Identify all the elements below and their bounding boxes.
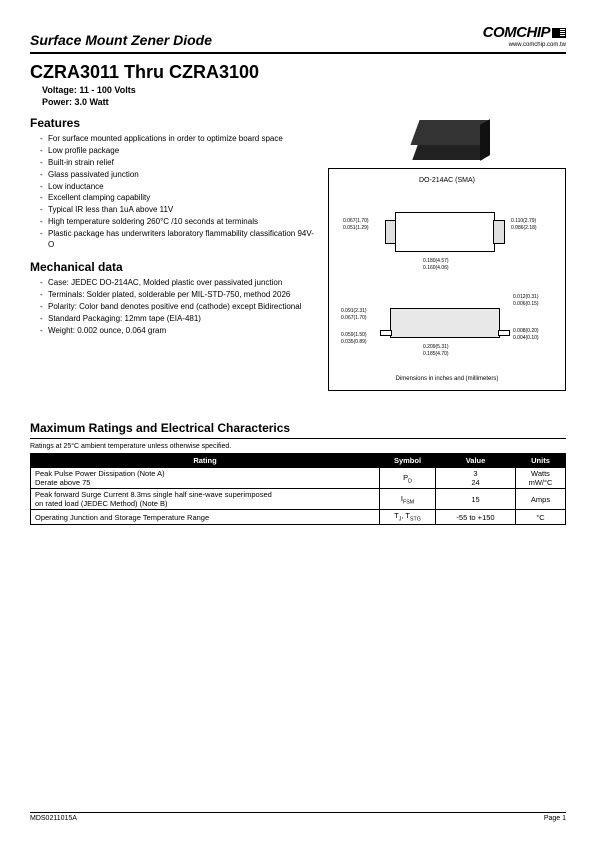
dim-label: 0.051(1.29) <box>343 225 369 231</box>
dim-label: 0.006(0.15) <box>513 301 539 307</box>
cell-value: 3 24 <box>436 468 516 489</box>
diagram-title: DO-214AC (SMA) <box>335 177 559 184</box>
doc-type-title: Surface Mount Zener Diode <box>30 32 212 48</box>
brand-url: www.comchip.com.tw <box>483 42 566 48</box>
table-row: Operating Junction and Storage Temperatu… <box>31 510 566 525</box>
mech-item: Polarity: Color band denotes positive en… <box>40 302 318 313</box>
cell-value: -55 to +150 <box>436 510 516 525</box>
feature-item: High temperature soldering 260°C /10 sec… <box>40 217 318 228</box>
table-row: Peak forward Surge Current 8.3ms single … <box>31 489 566 510</box>
dim-label: 0.059(1.50) <box>341 332 367 338</box>
ratings-section: Maximum Ratings and Electrical Character… <box>30 421 566 525</box>
diagram-footer: Dimensions in inches and (millimeters) <box>335 376 559 382</box>
features-list: For surface mounted applications in orde… <box>30 134 318 250</box>
features-heading: Features <box>30 116 318 130</box>
cell-symbol: IFSM <box>380 489 436 510</box>
feature-item: For surface mounted applications in orde… <box>40 134 318 145</box>
dim-label: 0.008(0.20) <box>513 328 539 334</box>
brand-name: COMCHIP <box>483 24 550 41</box>
cell-symbol: TJ, TSTG <box>380 510 436 525</box>
cell-rating: Peak forward Surge Current 8.3ms single … <box>31 489 380 510</box>
dim-label: 0.004(0.10) <box>513 335 539 341</box>
mech-item: Terminals: Solder plated, solderable per… <box>40 290 318 301</box>
dim-label: 0.012(0.31) <box>513 294 539 300</box>
cell-units: Watts mW/°C <box>516 468 566 489</box>
brand-logo: COMCHIP www.comchip.com.tw <box>483 24 566 48</box>
dim-label: 0.180(4.57) <box>423 258 449 264</box>
cell-symbol: PD <box>380 468 436 489</box>
brand-icon <box>552 28 566 38</box>
part-number-title: CZRA3011 Thru CZRA3100 <box>30 62 566 83</box>
page-footer: MDS0211015A Page 1 <box>30 812 566 822</box>
footer-page-num: Page 1 <box>544 815 566 822</box>
col-symbol: Symbol <box>380 454 436 468</box>
dim-label: 0.110(2.79) <box>511 218 536 224</box>
footer-doc-id: MDS0211015A <box>30 815 77 822</box>
package-diagram: DO-214AC (SMA) 0.067(1.70) 0.051(1.29) 0… <box>328 168 566 391</box>
mechanical-list: Case: JEDEC DO-214AC, Molded plastic ove… <box>30 278 318 336</box>
spec-power: Power: 3.0 Watt <box>42 97 566 109</box>
col-units: Units <box>516 454 566 468</box>
feature-item: Excellent clamping capability <box>40 193 318 204</box>
cell-units: Amps <box>516 489 566 510</box>
chip-3d-render <box>407 120 487 160</box>
table-row: Peak Pulse Power Dissipation (Note A) De… <box>31 468 566 489</box>
dim-label: 0.185(4.70) <box>423 351 449 357</box>
dim-label: 0.160(4.06) <box>423 265 449 271</box>
col-rating: Rating <box>31 454 380 468</box>
feature-item: Low inductance <box>40 182 318 193</box>
cell-value: 15 <box>436 489 516 510</box>
dim-label: 0.086(2.18) <box>511 225 537 231</box>
ratings-note: Ratings at 25°C ambient temperature unle… <box>30 443 566 450</box>
main-content-row: Features For surface mounted application… <box>30 116 566 391</box>
cell-rating: Operating Junction and Storage Temperatu… <box>31 510 380 525</box>
feature-item: Low profile package <box>40 146 318 157</box>
cell-rating: Peak Pulse Power Dissipation (Note A) De… <box>31 468 380 489</box>
ratings-table: Rating Symbol Value Units Peak Pulse Pow… <box>30 453 566 525</box>
dim-label: 0.067(1.70) <box>343 218 369 224</box>
feature-item: Plastic package has underwriters laborat… <box>40 229 318 251</box>
mech-item: Standard Packaging: 12mm tape (EIA-481) <box>40 314 318 325</box>
dim-label: 0.067(1.70) <box>341 315 367 321</box>
dim-label: 0.209(5.31) <box>423 344 449 350</box>
feature-item: Built-in strain relief <box>40 158 318 169</box>
dim-label: 0.091(2.31) <box>341 308 367 314</box>
top-view-drawing: 0.067(1.70) 0.051(1.29) 0.110(2.79) 0.08… <box>335 192 559 282</box>
col-value: Value <box>436 454 516 468</box>
part-specs: Voltage: 11 - 100 Volts Power: 3.0 Watt <box>42 85 566 108</box>
feature-item: Glass passivated junction <box>40 170 318 181</box>
table-header-row: Rating Symbol Value Units <box>31 454 566 468</box>
mech-item: Weight: 0.002 ounce, 0.064 gram <box>40 326 318 337</box>
page-header: Surface Mount Zener Diode COMCHIP www.co… <box>30 24 566 54</box>
right-column: DO-214AC (SMA) 0.067(1.70) 0.051(1.29) 0… <box>328 116 566 391</box>
spec-voltage: Voltage: 11 - 100 Volts <box>42 85 566 97</box>
mechanical-heading: Mechanical data <box>30 260 318 274</box>
cell-units: °C <box>516 510 566 525</box>
mech-item: Case: JEDEC DO-214AC, Molded plastic ove… <box>40 278 318 289</box>
dim-label: 0.035(0.89) <box>341 339 367 345</box>
side-view-drawing: 0.091(2.31) 0.067(1.70) 0.059(1.50) 0.03… <box>335 288 559 368</box>
left-column: Features For surface mounted application… <box>30 116 318 391</box>
ratings-heading: Maximum Ratings and Electrical Character… <box>30 421 566 439</box>
feature-item: Typical IR less than 1uA above 11V <box>40 205 318 216</box>
